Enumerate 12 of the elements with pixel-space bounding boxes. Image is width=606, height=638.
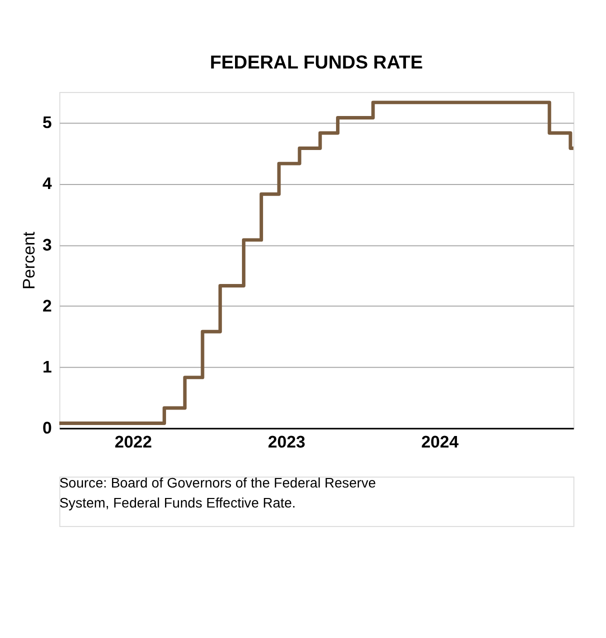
y-axis-title: Percent [20, 231, 39, 290]
y-tick-label: 3 [42, 235, 52, 254]
y-tick-label: 5 [42, 113, 52, 132]
x-tick-label: 2022 [114, 432, 152, 452]
y-tick-label: 2 [42, 296, 52, 316]
x-tick-label: 2024 [421, 432, 460, 452]
source-note: Source: Board of Governors of the Federal Reserve System, Federal Funds Effective Rate. [59, 474, 376, 510]
x-tick-label: 2023 [268, 432, 306, 452]
y-tick-label: 1 [42, 358, 52, 376]
chart-title: FEDERAL FUNDS RATE [210, 51, 423, 72]
y-tick-label: 0 [42, 418, 52, 438]
y-tick-label: 4 [42, 174, 53, 194]
